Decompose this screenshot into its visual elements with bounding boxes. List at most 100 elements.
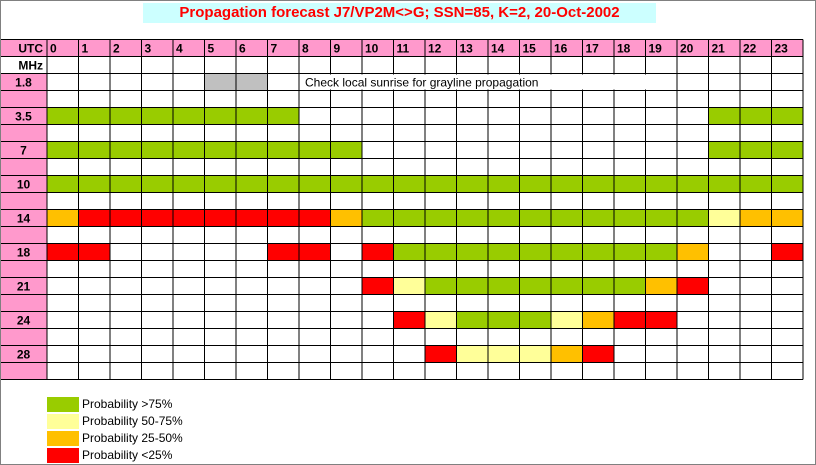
hour-tick-label: 9 — [334, 42, 341, 56]
hour-header-cell — [110, 39, 142, 57]
probability-cell — [236, 209, 268, 227]
legend-swatch — [47, 448, 79, 463]
hour-tick-label: 23 — [775, 42, 789, 56]
probability-cell — [425, 243, 457, 261]
probability-cell — [708, 141, 740, 159]
probability-cell — [393, 175, 425, 193]
hour-header-cell — [677, 39, 709, 57]
band-label: 1.8 — [15, 76, 32, 90]
probability-cell — [362, 243, 394, 261]
probability-cell — [614, 209, 646, 227]
probability-cell — [425, 277, 457, 295]
grayline-annotation: Check local sunrise for grayline propaga… — [305, 76, 538, 90]
probability-cell — [519, 277, 551, 295]
legend-label: Probability >75% — [82, 397, 173, 411]
hour-tick-label: 11 — [397, 42, 410, 56]
probability-cell — [456, 175, 488, 193]
probability-cell — [677, 209, 709, 227]
probability-cell — [551, 175, 583, 193]
probability-cell — [771, 209, 803, 227]
band-label-cell — [0, 311, 47, 329]
band-spacer-cell — [0, 260, 47, 278]
utc-header-cell — [0, 39, 47, 57]
probability-cell — [204, 141, 236, 159]
hour-header-cell — [204, 39, 236, 57]
probability-cell — [614, 243, 646, 261]
hour-header-cell — [488, 39, 520, 57]
probability-cell — [425, 175, 457, 193]
probability-cell — [47, 141, 79, 159]
probability-cell — [488, 345, 520, 363]
probability-cell — [330, 175, 362, 193]
band-label-cell — [0, 175, 47, 193]
probability-cell — [173, 209, 205, 227]
probability-cell — [771, 243, 803, 261]
probability-cell — [614, 175, 646, 193]
band-spacer-cell — [0, 90, 47, 108]
hour-header-cell — [330, 39, 362, 57]
probability-cell — [110, 107, 142, 125]
probability-cell — [645, 175, 677, 193]
hour-header-cell — [519, 39, 551, 57]
probability-cell — [645, 277, 677, 295]
probability-cell — [425, 311, 457, 329]
legend-label: Probability <25% — [82, 448, 173, 462]
probability-cell — [519, 243, 551, 261]
probability-cell — [78, 107, 110, 125]
probability-cell — [362, 175, 394, 193]
probability-cell — [362, 277, 394, 295]
probability-cell — [645, 243, 677, 261]
hour-tick-label: 12 — [428, 42, 442, 56]
probability-cell — [456, 345, 488, 363]
annotation-background — [300, 74, 676, 90]
probability-cell — [551, 243, 583, 261]
probability-cell — [614, 311, 646, 329]
propagation-grid: 0 1 2 3 4 5 6 7 8 9 10 11 12 13 14 15 16 17 18 19 20 21 22 23UT… — [0, 39, 804, 380]
probability-cell — [204, 73, 236, 91]
probability-cell — [740, 209, 772, 227]
probability-cell — [456, 243, 488, 261]
probability-cell — [393, 209, 425, 227]
probability-cell — [267, 141, 299, 159]
hour-tick-label: 1 — [82, 42, 89, 56]
hour-tick-label: 2 — [113, 42, 120, 56]
hour-header-cell — [393, 39, 425, 57]
probability-cell — [236, 107, 268, 125]
probability-cell — [173, 107, 205, 125]
hour-header-cell — [267, 39, 299, 57]
probability-cell — [551, 277, 583, 295]
probability-cell — [771, 175, 803, 193]
legend-item: Probability >75% — [47, 396, 207, 412]
probability-cell — [393, 277, 425, 295]
band-label: 14 — [17, 212, 31, 226]
probability-cell — [47, 107, 79, 125]
band-label: 10 — [17, 178, 31, 192]
hour-header-cell — [47, 39, 79, 57]
probability-cell — [582, 311, 614, 329]
probability-cell — [677, 175, 709, 193]
probability-cell — [614, 277, 646, 295]
probability-cell — [47, 175, 79, 193]
hour-tick-label: 7 — [271, 42, 278, 56]
hour-tick-label: 22 — [743, 42, 757, 56]
probability-cell — [330, 209, 362, 227]
probability-cell — [267, 209, 299, 227]
hour-header-cell — [78, 39, 110, 57]
probability-cell — [299, 175, 331, 193]
probability-cell — [141, 141, 173, 159]
probability-cell — [110, 209, 142, 227]
probability-cell — [740, 175, 772, 193]
probability-cell — [47, 209, 79, 227]
hour-header-cell — [771, 39, 803, 57]
band-label: 21 — [17, 280, 31, 294]
band-label: 28 — [17, 348, 31, 362]
band-spacer-cell — [0, 294, 47, 312]
hour-tick-label: 14 — [491, 42, 505, 56]
hour-tick-label: 21 — [712, 42, 726, 56]
probability-cell — [488, 209, 520, 227]
probability-cell — [519, 311, 551, 329]
probability-cell — [582, 345, 614, 363]
probability-cell — [519, 175, 551, 193]
probability-cell — [740, 141, 772, 159]
hour-tick-label: 6 — [239, 42, 246, 56]
